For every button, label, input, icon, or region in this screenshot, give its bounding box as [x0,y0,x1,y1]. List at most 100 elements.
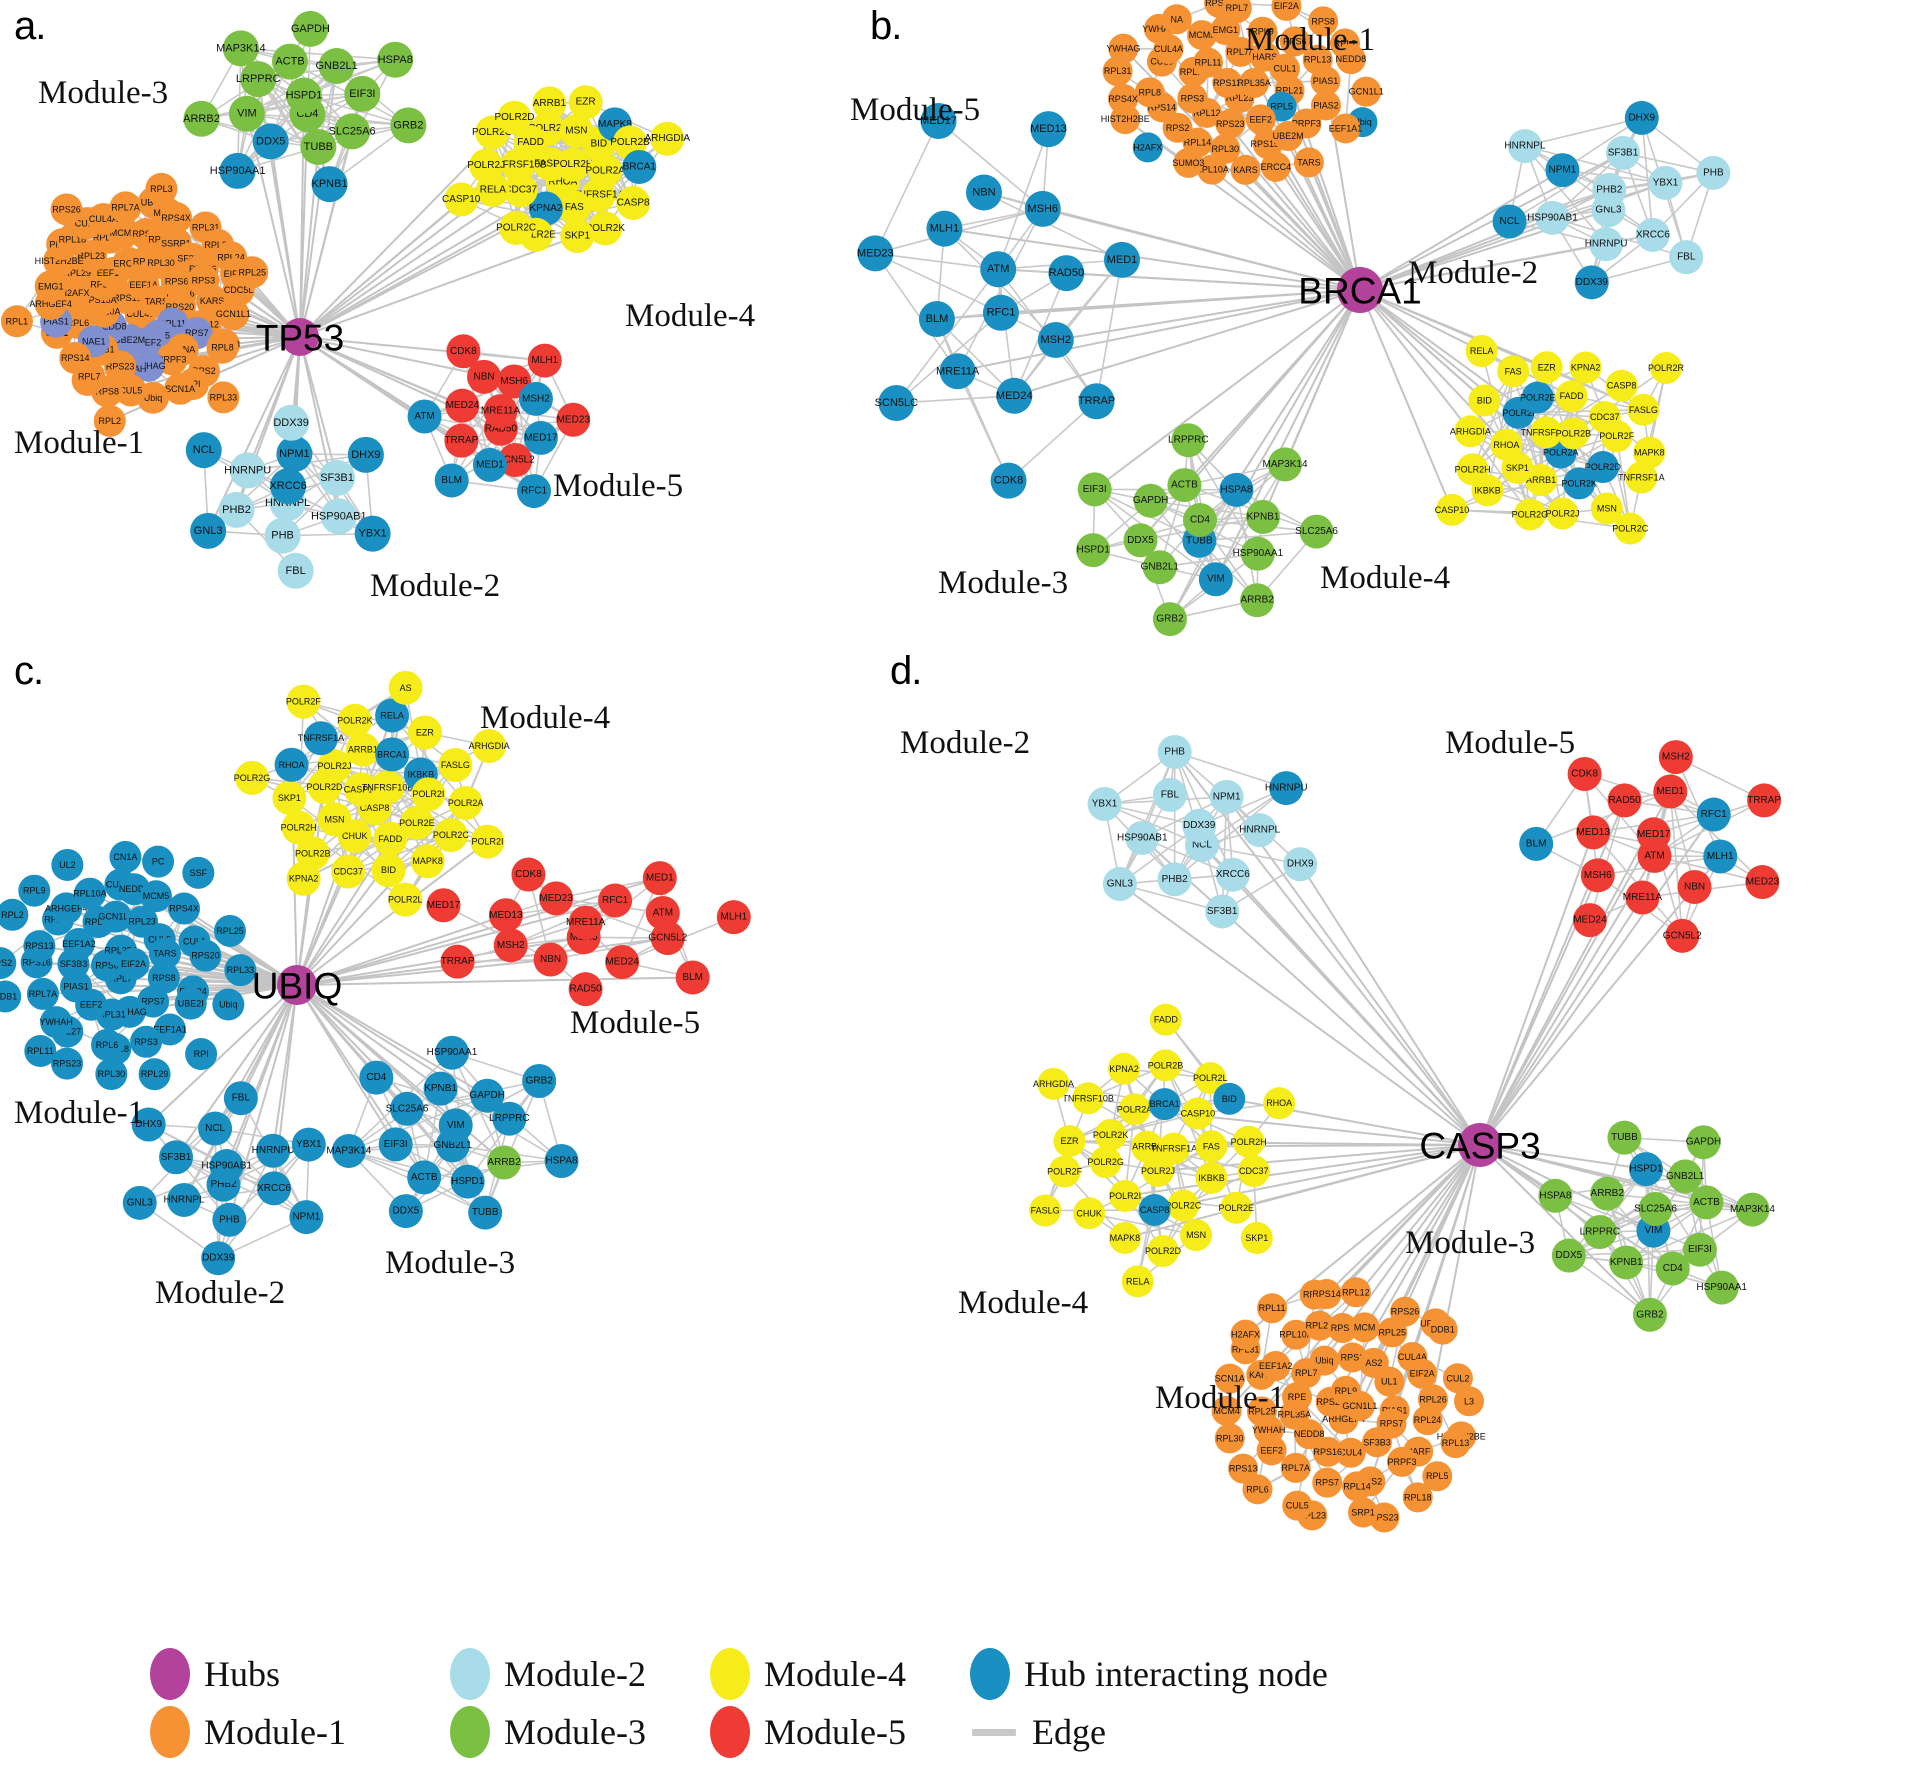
network-node[interactable]: POLR2G [234,760,271,795]
network-node[interactable]: RPS20 [189,939,222,972]
network-node[interactable]: POLR2L [388,882,423,917]
network-node[interactable]: MAP3K14 [1262,447,1308,482]
network-node[interactable]: H2AFX [1230,1319,1261,1350]
network-node[interactable]: MSH6 [1024,190,1061,227]
network-node[interactable]: RFC1 [517,474,552,509]
hub-node-casp3[interactable]: CASP3 [1419,1123,1541,1167]
network-node[interactable]: EZR [1053,1125,1086,1158]
network-node[interactable]: RPS14 [1311,1279,1342,1310]
network-node[interactable]: ACTB [407,1160,442,1195]
network-node[interactable]: CD4 [1182,503,1217,538]
network-node[interactable]: DDX5 [1123,523,1158,558]
network-node[interactable]: ARRB2 [183,100,220,137]
network-node[interactable]: SF3B1 [159,1140,194,1175]
network-node[interactable]: DHX9 [347,436,384,473]
network-node[interactable]: RPL33 [207,381,240,414]
network-node[interactable]: RAD50 [1607,783,1642,818]
network-node[interactable]: CDC37 [1237,1155,1270,1188]
network-node[interactable]: RPL25 [236,256,269,289]
network-node[interactable]: ARRB2 [1240,583,1274,618]
network-node[interactable]: HSPD1 [1629,1152,1663,1187]
network-node[interactable]: KPNB1 [1609,1245,1644,1280]
network-node[interactable]: NBN [965,174,1002,211]
network-node[interactable]: RPL6 [91,1028,124,1061]
network-node[interactable]: FADD [1149,1003,1182,1036]
network-node[interactable]: MSN [317,802,352,837]
network-node[interactable]: MED23 [857,235,894,272]
network-node[interactable]: PHB [212,1202,247,1237]
network-node[interactable]: HSPD1 [450,1164,485,1199]
network-node[interactable]: TRRAP [1747,783,1781,818]
network-node[interactable]: GNL3 [190,512,227,549]
hub-node-brca1[interactable]: BRCA1 [1298,267,1422,313]
network-node[interactable]: HSPA8 [1219,472,1254,507]
network-node[interactable]: FAS [1497,355,1530,388]
network-node[interactable]: RPL11 [1193,47,1224,78]
network-node[interactable]: ACTB [1167,468,1202,503]
network-node[interactable]: RPI [185,1038,218,1071]
network-node[interactable]: POLR2I [1109,1179,1141,1212]
network-node[interactable]: POLR2G [1087,1146,1124,1179]
network-node[interactable]: DDX5 [1551,1238,1586,1273]
network-node[interactable]: ARRB1 [345,732,380,767]
network-node[interactable]: Ubiq [212,988,245,1021]
network-node[interactable]: SRP1 [1348,1497,1379,1528]
network-node[interactable]: POLR2D [1145,1235,1182,1268]
network-node[interactable]: UBE2I [174,987,207,1020]
network-node[interactable]: PC [142,845,175,878]
network-node[interactable]: ACTB [1689,1185,1724,1220]
network-node[interactable]: MRE11A [936,353,980,390]
network-node[interactable]: MLH1 [1703,839,1738,874]
network-node[interactable]: RPS7 [1312,1467,1343,1498]
network-node[interactable]: FASLG [1627,393,1660,426]
network-node[interactable]: DDX39 [1574,265,1609,300]
network-node[interactable]: ARRB2 [487,1145,521,1180]
network-node[interactable]: GAPDH [1686,1125,1722,1160]
network-node[interactable]: MSH2 [518,381,553,416]
network-node[interactable]: MED23 [1745,865,1780,900]
network-node[interactable]: HNRNPU [1585,227,1628,262]
network-node[interactable]: CASP8 [1605,369,1638,402]
network-node[interactable]: RPL24 [1412,1405,1443,1436]
network-node[interactable]: SF3B1 [1605,135,1640,170]
network-node[interactable]: RPL29 [138,1058,171,1091]
network-node[interactable]: CDK8 [1567,756,1602,791]
network-node[interactable]: MED17 [426,888,461,923]
network-node[interactable]: MSH2 [493,928,528,963]
network-node[interactable]: RPL12 [1340,1277,1371,1308]
network-node[interactable]: TRRAP [444,423,479,458]
network-node[interactable]: RFC1 [598,883,633,918]
network-node[interactable]: POLR2I [470,824,505,859]
network-node[interactable]: NCL [1492,204,1527,239]
network-node[interactable]: RHOA [1490,428,1523,461]
network-node[interactable]: VIM [1198,562,1233,597]
network-node[interactable]: SKP1 [1240,1222,1273,1255]
network-node[interactable]: RPL9 [18,874,51,907]
network-node[interactable]: RFC1 [1696,797,1731,832]
network-node[interactable]: DDX5 [388,1194,423,1229]
network-node[interactable]: PHB2 [1157,862,1192,897]
network-node[interactable]: HNRNPL [1504,129,1546,164]
network-node[interactable]: HSP90AA1 [1696,1270,1747,1305]
network-node[interactable]: RAD50 [568,972,603,1007]
network-node[interactable]: KARS [1230,154,1261,185]
network-node[interactable]: NPM1 [276,435,313,472]
network-node[interactable]: HSPA8 [377,41,414,78]
network-node[interactable]: CASP8 [616,185,651,220]
network-node[interactable]: RPL13 [1440,1428,1471,1459]
network-node[interactable]: CD4 [359,1060,394,1095]
network-node[interactable]: DHX9 [1283,847,1318,882]
network-node[interactable]: BID [1468,384,1501,417]
network-node[interactable]: SF3B1 [319,459,356,496]
network-node[interactable]: PHB2 [1592,172,1627,207]
network-node[interactable]: CDK8 [446,334,481,369]
network-node[interactable]: GAPDH [291,10,330,47]
network-node[interactable]: MSH6 [1580,858,1615,893]
network-node[interactable]: ERCC4 [1261,151,1292,182]
network-node[interactable]: POLR2A [448,786,484,821]
network-node[interactable]: MLH1 [926,210,963,247]
network-node[interactable]: CASP10 [1435,493,1470,526]
network-node[interactable]: RPS23 [1215,108,1246,139]
network-node[interactable]: RPL7 [1291,1358,1322,1389]
network-node[interactable]: RPL11 [1257,1293,1288,1324]
